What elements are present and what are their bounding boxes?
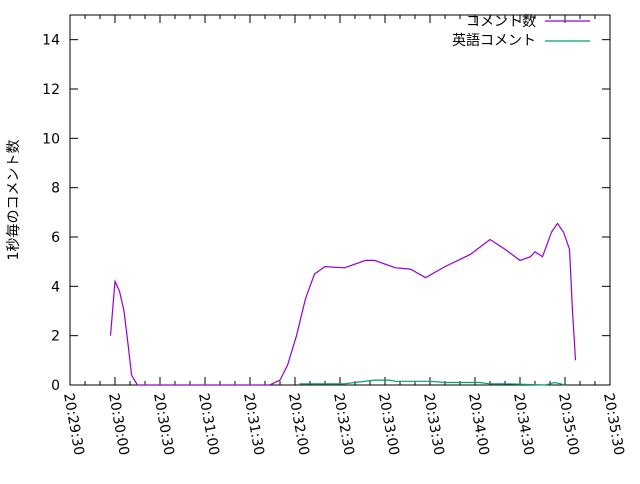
x-tick-label: 20:31:30 [240,392,267,457]
x-tick-label: 20:30:00 [105,392,132,457]
legend: コメント数 英語コメント [452,14,590,49]
x-tick-label: 20:29:30 [60,392,87,457]
y-axis-label: 1秒毎のコメント数 [6,140,22,261]
x-tick-label: 20:34:30 [510,392,537,457]
y-tick-label: 6 [51,230,60,246]
x-tick-label: 20:31:00 [195,392,222,457]
series-group [109,222,577,386]
x-tick-label: 20:35:30 [600,392,627,457]
y-tick-label: 0 [51,378,60,394]
x-tick-label: 20:32:00 [285,392,312,457]
series-line-0 [109,222,577,386]
y-tick-label: 2 [51,329,60,345]
axes: 0 2 4 6 8 10 12 14 20:29:30 20:30:00 20:30:30 20:31… [42,14,627,457]
y-tick-label: 4 [51,279,60,295]
x-tick-label: 20:33:30 [420,392,447,457]
y-tick-label: 10 [42,131,60,147]
x-tick-label: 20:34:00 [465,392,492,457]
x-tick-label: 20:33:00 [375,392,402,457]
legend-label-0: コメント数 [466,14,536,30]
plot-border [69,14,611,386]
y-tick-label: 14 [42,33,60,49]
x-tick-label: 20:32:30 [330,392,357,457]
legend-label-1: 英語コメント [452,32,536,49]
y-tick-label: 12 [42,82,60,98]
x-tick-label: 20:30:30 [150,392,177,457]
series-line-1 [299,379,566,386]
x-tick-label: 20:35:00 [555,392,582,457]
y-tick-label: 8 [51,181,60,197]
